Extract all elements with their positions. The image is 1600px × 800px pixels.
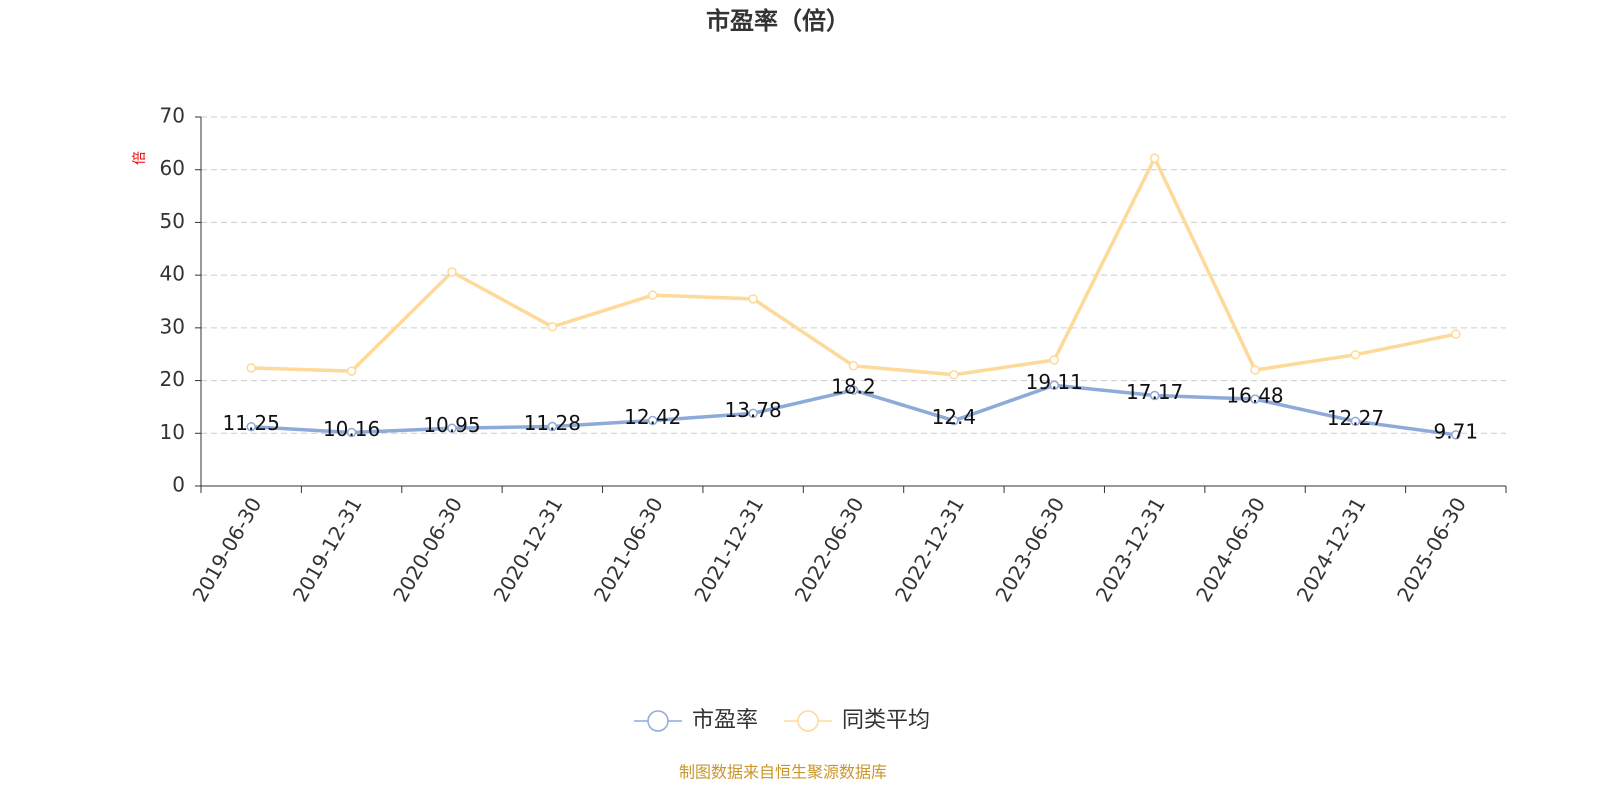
x-tick-label: 2020-06-30 <box>388 493 467 606</box>
y-tick-label: 10 <box>160 420 185 444</box>
point <box>1451 430 1461 440</box>
point <box>1049 355 1060 365</box>
y-tick-label: 20 <box>160 367 185 391</box>
data-label: 10.16 <box>323 417 380 441</box>
point <box>246 363 256 373</box>
point <box>1149 153 1160 163</box>
x-tick-label: 2019-12-31 <box>288 493 367 606</box>
data-label: 17.17 <box>1126 380 1183 404</box>
point <box>547 322 558 332</box>
x-tick-label: 2022-12-31 <box>890 493 969 606</box>
point <box>748 408 758 419</box>
y-axis-unit: 倍 <box>132 151 148 165</box>
y-tick-label: 60 <box>160 156 185 180</box>
point <box>1049 380 1060 391</box>
data-label: 12.42 <box>624 405 681 429</box>
legend-marker <box>797 710 819 732</box>
point <box>647 290 658 300</box>
point <box>748 294 758 304</box>
point <box>1250 394 1260 404</box>
y-tick-label: 50 <box>160 209 185 233</box>
chart-title: 市盈率（倍） <box>706 7 850 35</box>
point <box>346 366 357 376</box>
source-note: 制图数据来自恒生聚源数据库 <box>679 763 887 782</box>
series-line <box>251 154 1457 377</box>
data-label: 10.95 <box>423 413 480 437</box>
x-tick-label: 2021-12-31 <box>689 493 768 606</box>
point <box>547 421 558 432</box>
data-label: 12.4 <box>932 405 977 429</box>
x-tick-label: 2025-06-30 <box>1392 493 1471 606</box>
x-tick-label: 2023-06-30 <box>990 493 1069 606</box>
x-tick-label: 2022-06-30 <box>790 493 869 606</box>
x-tick-label: 2024-12-31 <box>1292 493 1371 606</box>
y-tick-label: 30 <box>160 314 185 338</box>
point <box>848 385 859 395</box>
data-label: 11.28 <box>524 411 581 435</box>
legend-marker <box>647 710 669 732</box>
data-label: 13.78 <box>724 398 781 422</box>
x-tick-label: 2024-06-30 <box>1191 493 1270 606</box>
point <box>1149 390 1160 401</box>
point <box>949 370 959 380</box>
legend-label: 同类平均 <box>842 708 930 733</box>
legend-label: 市盈率 <box>692 708 758 733</box>
data-label: 9.71 <box>1434 419 1479 443</box>
point <box>1451 329 1461 339</box>
x-tick-label: 2019-06-30 <box>187 493 266 606</box>
y-tick-label: 40 <box>160 262 185 286</box>
y-tick-label: 0 <box>172 473 185 497</box>
data-label: 11.25 <box>223 411 280 435</box>
x-tick-label: 2023-12-31 <box>1091 493 1170 606</box>
point <box>647 415 658 426</box>
data-label: 19.11 <box>1026 370 1083 394</box>
point <box>346 427 357 438</box>
x-tick-label: 2020-12-31 <box>489 493 568 606</box>
point <box>447 423 457 434</box>
data-label: 18.2 <box>831 375 876 399</box>
point <box>1350 416 1361 427</box>
y-tick-label: 70 <box>160 104 185 128</box>
point <box>848 361 859 371</box>
data-label: 16.48 <box>1226 384 1283 408</box>
point <box>246 421 256 432</box>
point <box>447 267 457 277</box>
data-label: 12.27 <box>1327 406 1384 430</box>
point <box>949 415 959 426</box>
point <box>1250 365 1260 375</box>
point <box>1350 349 1361 360</box>
x-tick-label: 2021-06-30 <box>589 493 668 606</box>
